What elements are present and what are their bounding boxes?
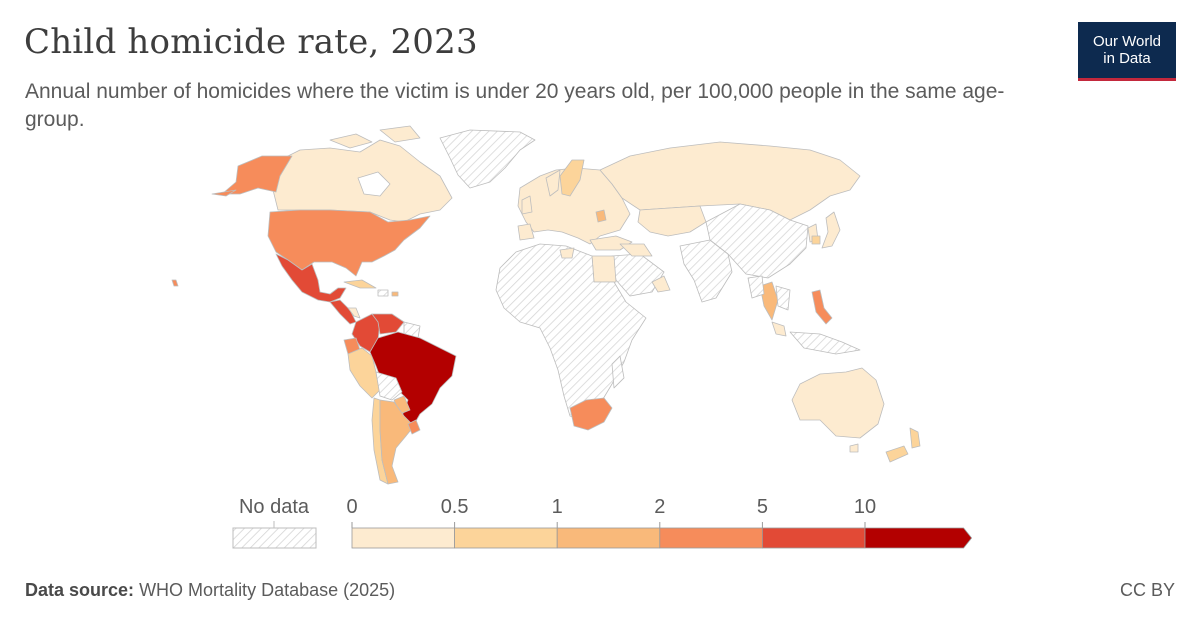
- license[interactable]: CC BY: [1119, 580, 1175, 600]
- country-thailand[interactable]: [759, 281, 779, 321]
- region-central-asia[interactable]: [637, 205, 707, 237]
- legend-bin-5[interactable]: [864, 527, 973, 549]
- legend-no-data-swatch: [232, 527, 317, 549]
- country-sweden[interactable]: [559, 159, 585, 197]
- legend-bin-0[interactable]: [351, 527, 455, 549]
- data-source-label: Data source:: [25, 580, 135, 600]
- country-china[interactable]: [705, 203, 809, 279]
- legend-tick-label-2: 1: [551, 496, 563, 518]
- logo-line-2: in Data: [1103, 50, 1151, 67]
- country-bolivia[interactable]: [375, 371, 403, 401]
- owid-logo[interactable]: Our World in Data: [1078, 22, 1176, 81]
- country-south-africa[interactable]: [569, 397, 613, 431]
- country-venezuela[interactable]: [371, 313, 405, 335]
- legend-tick-label-1: 0.5: [440, 496, 469, 518]
- legend-bin-3[interactable]: [659, 527, 763, 549]
- country-mexico[interactable]: [275, 253, 347, 303]
- country-uruguay[interactable]: [407, 419, 421, 435]
- data-source-text[interactable]: WHO Mortality Database (2025): [139, 580, 396, 600]
- country-new-zealand[interactable]: [909, 427, 921, 449]
- legend-bin-4[interactable]: [762, 527, 866, 549]
- legend-tick-label-4: 5: [756, 496, 768, 518]
- data-source: Data source: WHO Mortality Database (202…: [25, 580, 395, 601]
- country-argentina[interactable]: [379, 399, 415, 485]
- country-alaska[interactable]: [221, 155, 293, 195]
- chart-title: Child homicide rate, 2023: [24, 22, 478, 62]
- country-australia[interactable]: [791, 367, 885, 439]
- legend-bins: [351, 522, 973, 549]
- country-cuba[interactable]: [343, 279, 377, 289]
- country-japan[interactable]: [821, 211, 841, 249]
- legend-bin-2[interactable]: [556, 527, 661, 549]
- chart-subtitle: Annual number of homicides where the vic…: [25, 80, 1005, 131]
- country-greenland[interactable]: [439, 129, 536, 189]
- country-egypt[interactable]: [591, 255, 617, 283]
- logo-line-1: Our World: [1092, 33, 1162, 50]
- country-philippines[interactable]: [811, 289, 833, 325]
- legend-no-data-label: No data: [238, 496, 310, 518]
- legend-tick-label-0: 0: [346, 496, 358, 518]
- legend-bin-1[interactable]: [454, 527, 558, 549]
- legend-tick-label-5: 10: [853, 496, 877, 518]
- country-russia[interactable]: [599, 141, 861, 221]
- legend-tick-label-3: 2: [654, 496, 666, 518]
